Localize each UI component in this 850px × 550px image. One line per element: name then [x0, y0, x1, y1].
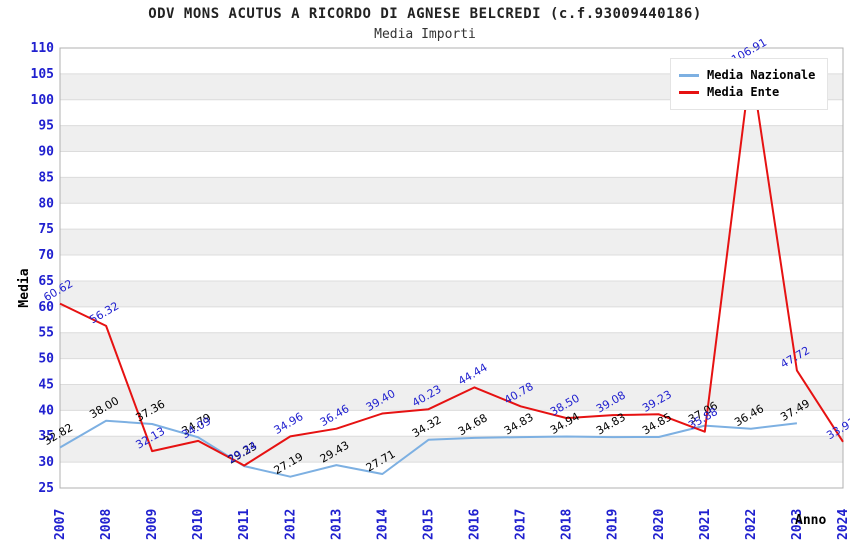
- media-nazionale-line-swatch: [679, 73, 699, 77]
- y-tick-label: 35: [38, 429, 54, 444]
- y-tick-label: 25: [38, 481, 54, 496]
- y-tick-label: 70: [38, 248, 54, 263]
- plot-band: [60, 332, 843, 359]
- y-tick-label: 110: [31, 41, 55, 56]
- y-tick-label: 90: [38, 145, 54, 160]
- x-tick-label: 2018: [560, 509, 575, 540]
- y-tick-label: 30: [38, 455, 54, 470]
- data-label: 34.83: [502, 411, 536, 438]
- plot-band: [60, 177, 843, 204]
- x-tick-label: 2010: [191, 509, 206, 540]
- x-tick-label: 2021: [698, 509, 713, 540]
- plot-band: [60, 125, 843, 152]
- x-tick-label: 2017: [514, 509, 529, 540]
- plot-band: [60, 436, 843, 463]
- data-label: 44.44: [456, 361, 490, 388]
- x-tick-label: 2009: [145, 509, 160, 540]
- x-tick-label: 2023: [790, 509, 805, 540]
- chart-subtitle: Media Importi: [374, 27, 476, 42]
- x-tick-label: 2013: [329, 509, 344, 540]
- x-tick-label: 2011: [237, 509, 252, 540]
- plot-band: [60, 229, 843, 256]
- y-tick-label: 100: [31, 93, 55, 108]
- series-line-media-nazionale: [59, 419, 798, 478]
- y-tick-label: 60: [38, 300, 54, 315]
- x-tick-label: 2012: [283, 509, 298, 540]
- x-tick-label: 2008: [99, 509, 114, 540]
- y-tick-label: 105: [31, 67, 54, 82]
- y-tick-label: 85: [38, 170, 54, 185]
- data-label: 34.96: [272, 410, 306, 437]
- data-label: 34.68: [456, 411, 490, 438]
- y-tick-label: 75: [38, 222, 54, 237]
- legend-label: Media Ente: [707, 85, 780, 99]
- y-tick-label: 95: [38, 119, 54, 134]
- y-tick-label: 80: [38, 196, 54, 211]
- y-tick-label: 45: [38, 377, 54, 392]
- y-tick-label: 50: [38, 352, 54, 367]
- y-tick-label: 65: [38, 274, 54, 289]
- legend-label: Media Nazionale: [707, 68, 816, 82]
- x-tick-label: 2016: [468, 509, 483, 540]
- x-tick-label: 2007: [53, 509, 68, 540]
- y-tick-label: 55: [38, 326, 54, 341]
- x-tick-label: 2020: [652, 509, 667, 540]
- plot-border: [59, 47, 844, 489]
- media-ente-line-swatch: [679, 90, 699, 94]
- y-axis-title: Media: [17, 268, 32, 307]
- legend: Media Nazionale Media Ente: [670, 58, 828, 110]
- chart-title: ODV MONS ACUTUS A RICORDO DI AGNESE BELC…: [148, 6, 702, 22]
- x-tick-label: 2015: [421, 509, 436, 540]
- x-tick-label: 2024: [836, 509, 850, 540]
- legend-item-media-ente: Media Ente: [679, 85, 819, 99]
- series-line-media-ente: [59, 63, 844, 467]
- x-axis-title: Anno: [795, 513, 826, 528]
- plot-band: [60, 280, 843, 307]
- x-tick-label: 2022: [744, 509, 759, 540]
- x-tick-label: 2014: [375, 509, 390, 540]
- x-tick-label: 2019: [606, 509, 621, 540]
- y-tick-label: 40: [38, 403, 54, 418]
- legend-item-media-nazionale: Media Nazionale: [679, 68, 819, 82]
